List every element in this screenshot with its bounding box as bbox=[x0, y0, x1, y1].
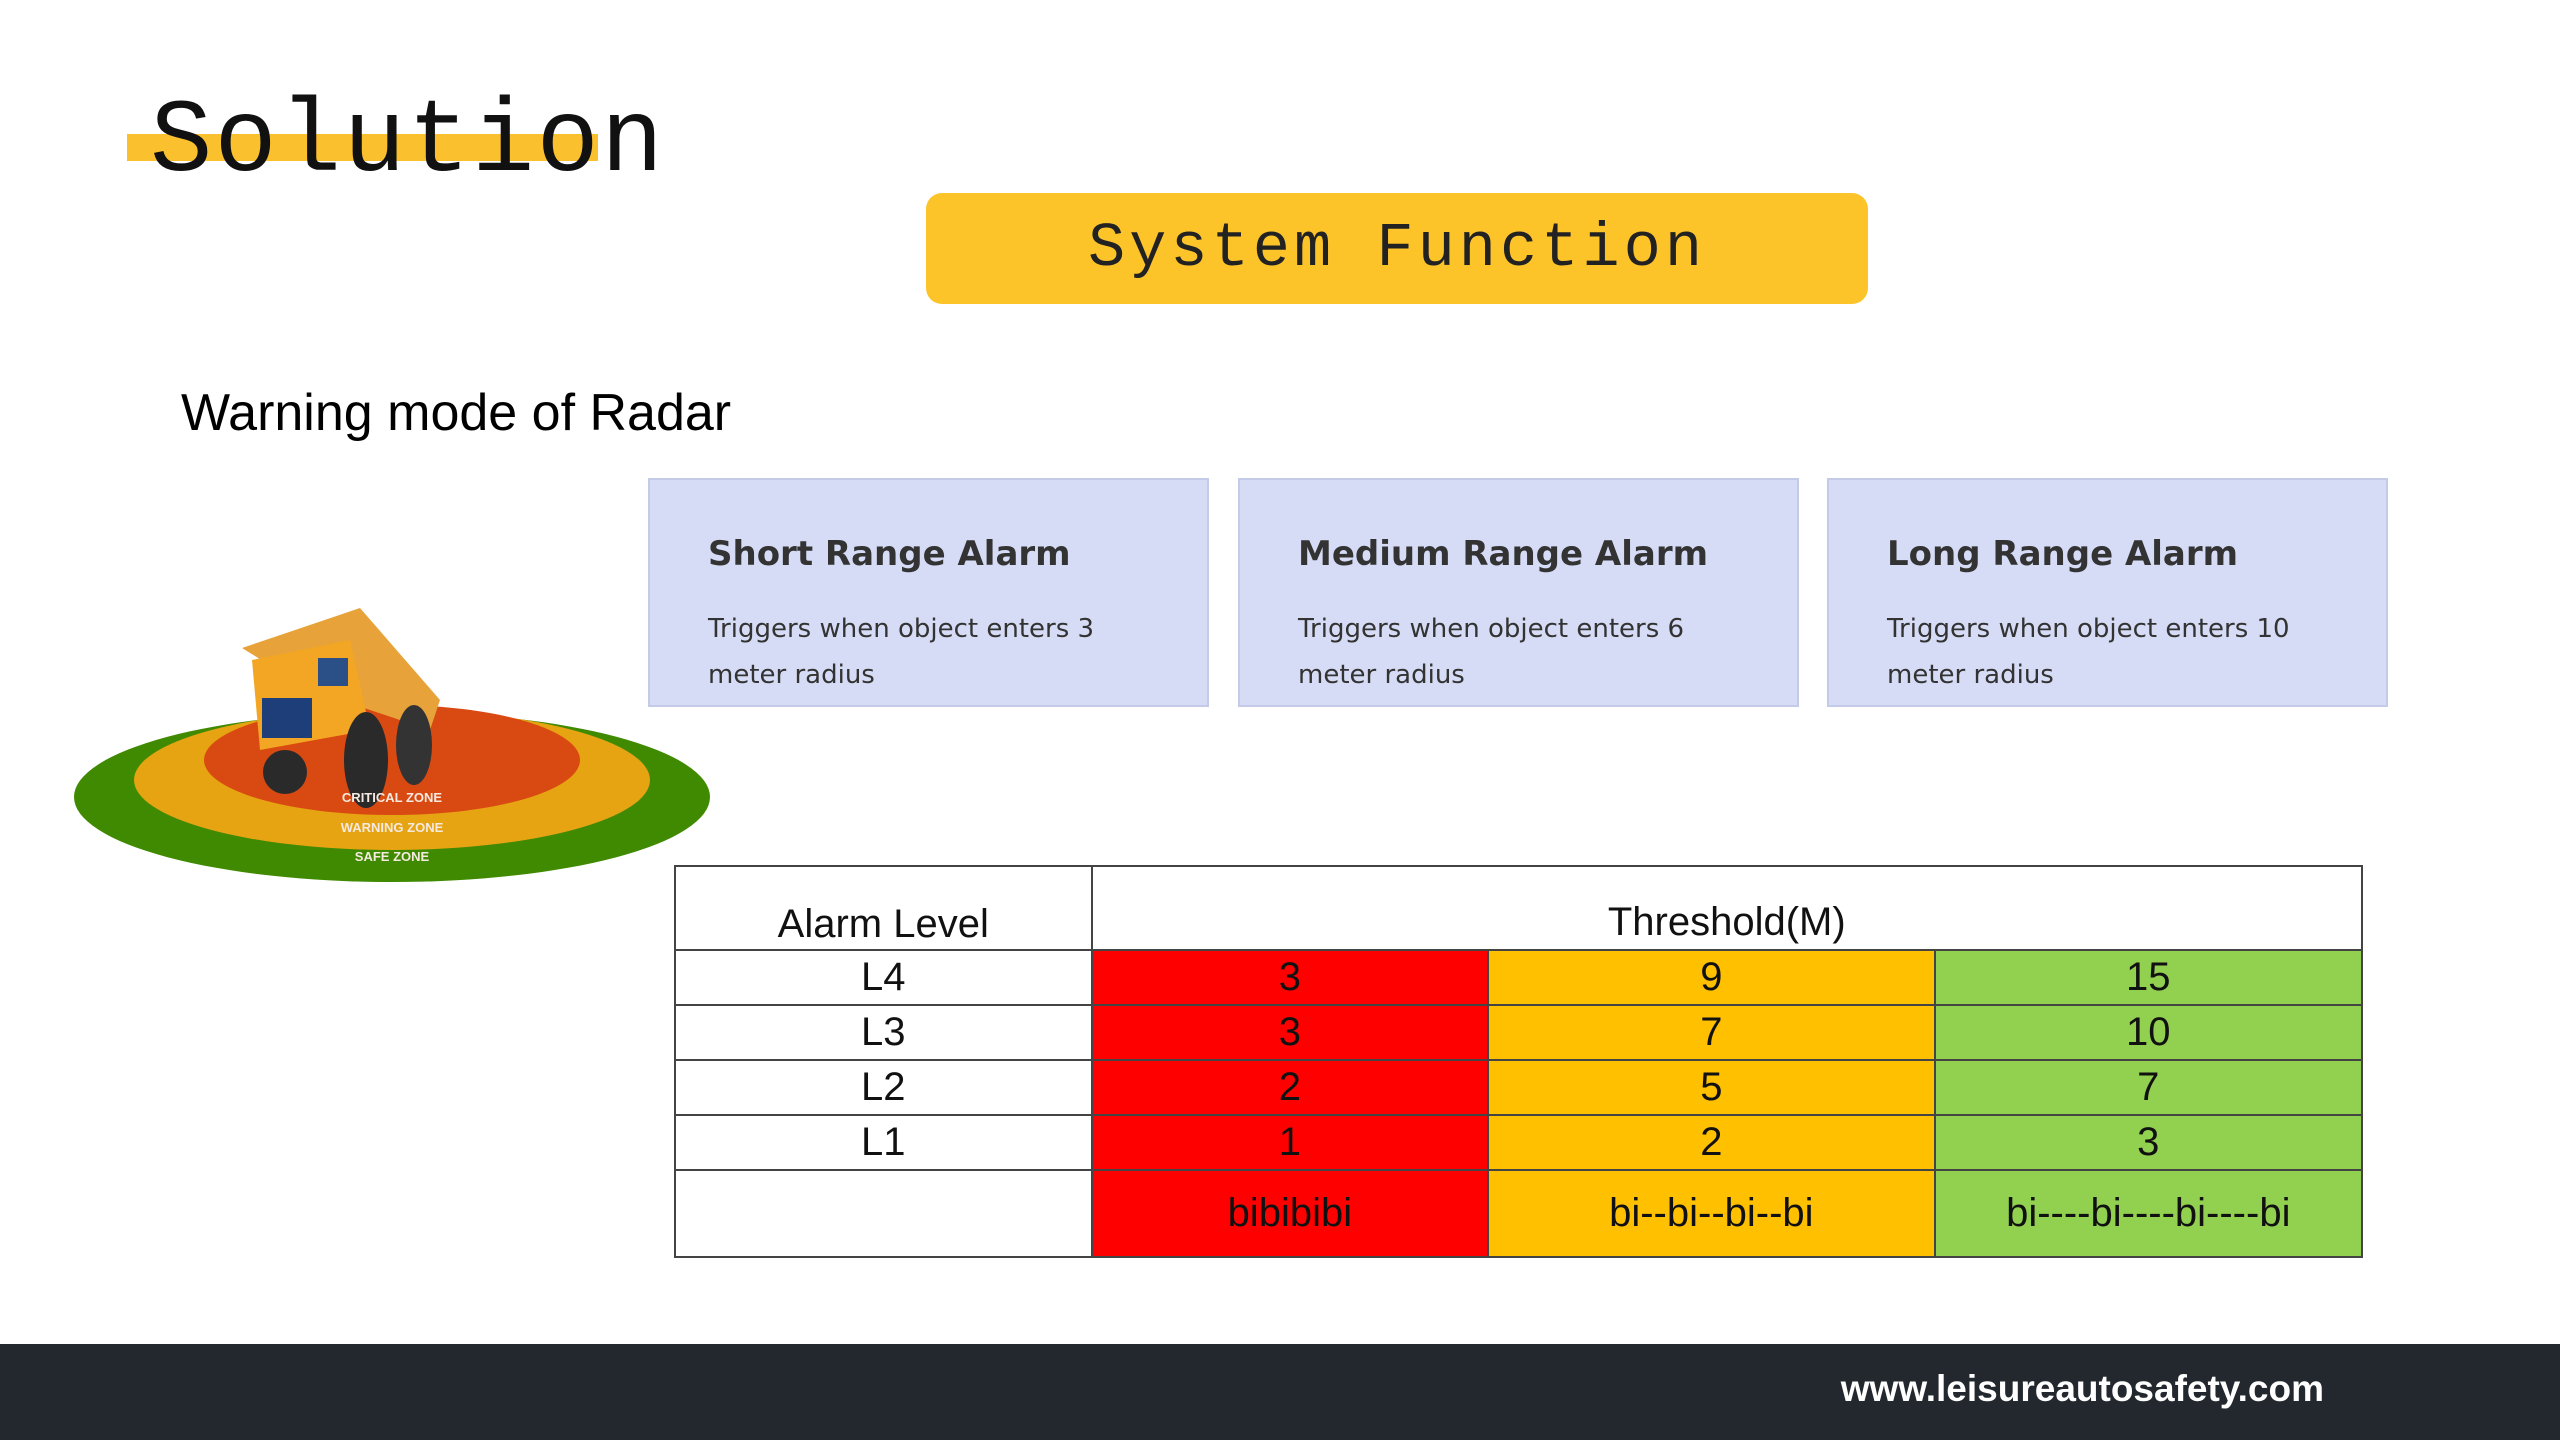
card-body: Triggers when object enters 10 meter rad… bbox=[1887, 614, 2290, 690]
table-header-row: Alarm Level Threshold(M) bbox=[674, 865, 2364, 951]
title-highlight bbox=[127, 134, 598, 161]
safe-zone-label: SAFE ZONE bbox=[355, 849, 430, 864]
level-cell: L4 bbox=[674, 949, 1093, 1006]
table-row: L2 2 5 7 bbox=[674, 1059, 2364, 1116]
header-threshold: Threshold(M) bbox=[1090, 865, 2364, 951]
card-body: Triggers when object enters 3 meter radi… bbox=[708, 614, 1095, 690]
long-cell: 7 bbox=[1933, 1059, 2364, 1116]
footer: www.leisureautosafety.com bbox=[0, 1344, 2560, 1440]
medium-cell: 7 bbox=[1487, 1004, 1936, 1061]
long-cell: 3 bbox=[1933, 1114, 2364, 1171]
card-long-range: Long Range Alarm Triggers when object en… bbox=[1827, 478, 2388, 707]
subtitle: Warning mode of Radar bbox=[181, 384, 732, 442]
empty-cell bbox=[674, 1169, 1093, 1258]
section-banner: System Function bbox=[926, 193, 1868, 304]
level-cell: L3 bbox=[674, 1004, 1093, 1061]
level-cell: L2 bbox=[674, 1059, 1093, 1116]
table-row: L4 3 9 15 bbox=[674, 949, 2364, 1006]
warning-zone-label: WARNING ZONE bbox=[341, 820, 444, 835]
short-cell: 3 bbox=[1090, 949, 1490, 1006]
long-cell: 10 bbox=[1933, 1004, 2364, 1061]
card-title: Long Range Alarm bbox=[1887, 534, 2239, 574]
card-medium-range: Medium Range Alarm Triggers when object … bbox=[1238, 478, 1799, 707]
header-alarm-level: Alarm Level bbox=[674, 865, 1093, 951]
critical-zone-label: CRITICAL ZONE bbox=[342, 790, 442, 805]
truck-zone-illustration: CRITICAL ZONE WARNING ZONE SAFE ZONE bbox=[74, 608, 710, 882]
dump-truck-icon bbox=[242, 608, 440, 808]
table-row: L1 1 2 3 bbox=[674, 1114, 2364, 1171]
medium-cell: 5 bbox=[1487, 1059, 1936, 1116]
page-title: Solution bbox=[150, 84, 666, 202]
level-cell: L1 bbox=[674, 1114, 1093, 1171]
medium-cell: 9 bbox=[1487, 949, 1936, 1006]
card-body: Triggers when object enters 6 meter radi… bbox=[1298, 614, 1685, 690]
long-sound-cell: bi----bi----bi----bi bbox=[1933, 1169, 2364, 1258]
card-title: Short Range Alarm bbox=[708, 534, 1071, 574]
long-cell: 15 bbox=[1933, 949, 2364, 1006]
medium-sound-cell: bi--bi--bi--bi bbox=[1487, 1169, 1936, 1258]
website-link[interactable]: www.leisureautosafety.com bbox=[1840, 1368, 2324, 1409]
alarm-threshold-table: Alarm Level Threshold(M) L4 3 9 15 L3 3 … bbox=[674, 865, 2364, 1258]
card-short-range: Short Range Alarm Triggers when object e… bbox=[648, 478, 1209, 707]
table-row: L3 3 7 10 bbox=[674, 1004, 2364, 1061]
medium-cell: 2 bbox=[1487, 1114, 1936, 1171]
short-sound-cell: bibibibi bbox=[1090, 1169, 1490, 1258]
card-title: Medium Range Alarm bbox=[1298, 534, 1709, 574]
table-row-sound: bibibibi bi--bi--bi--bi bi----bi----bi--… bbox=[674, 1169, 2364, 1258]
short-cell: 3 bbox=[1090, 1004, 1490, 1061]
short-cell: 2 bbox=[1090, 1059, 1490, 1116]
short-cell: 1 bbox=[1090, 1114, 1490, 1171]
